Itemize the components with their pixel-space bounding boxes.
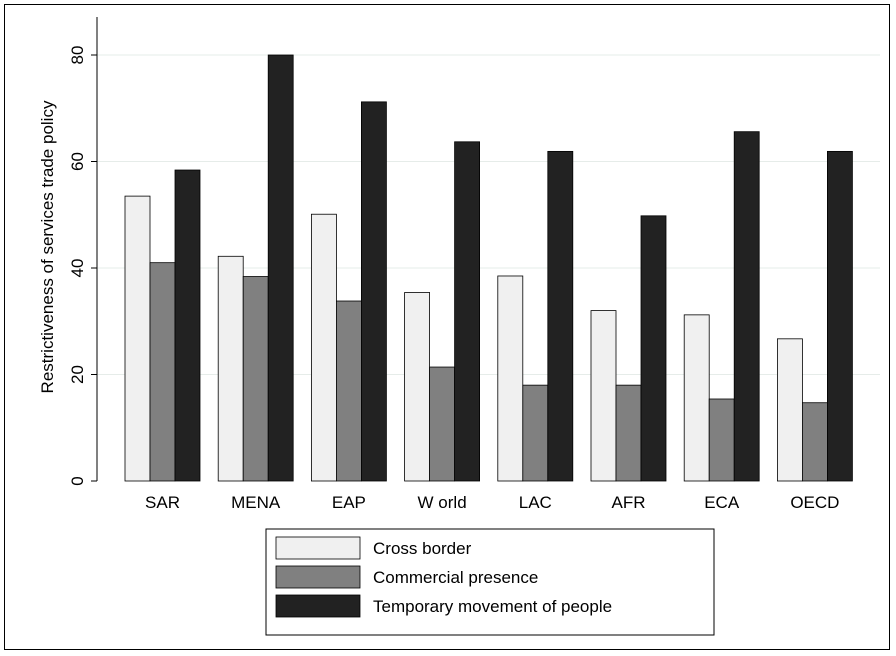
bar-cross-border bbox=[310, 213, 337, 482]
bar-cross-border bbox=[497, 275, 524, 482]
bar-cross-border bbox=[777, 338, 803, 482]
bar-commercial-presence bbox=[708, 398, 735, 482]
x-tick-label: OECD bbox=[790, 493, 839, 512]
x-tick-label: SAR bbox=[145, 493, 180, 512]
bar-commercial-presence bbox=[429, 366, 456, 482]
bar-commercial-presence bbox=[615, 384, 642, 482]
bar-cross-border bbox=[404, 292, 431, 482]
legend: Cross border Commercial presence Temporary… bbox=[265, 528, 715, 636]
chart-canvas: Restrictiveness of services trade policy… bbox=[38, 17, 880, 636]
legend-label: Temporary movement of people bbox=[373, 597, 612, 616]
legend-label: Commercial presence bbox=[373, 568, 538, 587]
bar-cross-border bbox=[683, 314, 710, 482]
bar-cross-border bbox=[590, 310, 617, 482]
y-tick-label: 40 bbox=[68, 259, 87, 278]
legend-swatch bbox=[275, 536, 361, 560]
bar-temporary-movement-of-people bbox=[640, 215, 667, 482]
x-tick-label: LAC bbox=[519, 493, 552, 512]
axes bbox=[91, 17, 98, 482]
bar-temporary-movement-of-people bbox=[454, 141, 481, 482]
bar-commercial-presence bbox=[522, 384, 549, 482]
x-tick-label: AFR bbox=[612, 493, 646, 512]
x-tick-label: ECA bbox=[704, 493, 740, 512]
y-tick-label: 80 bbox=[68, 46, 87, 65]
bar-temporary-movement-of-people bbox=[733, 131, 760, 482]
bar-temporary-movement-of-people bbox=[827, 150, 853, 482]
y-tick-labels: 0 20 40 60 80 bbox=[68, 46, 87, 486]
bar-cross-border bbox=[124, 195, 151, 482]
bar-commercial-presence bbox=[242, 276, 269, 482]
y-tick-label: 20 bbox=[68, 365, 87, 384]
bar-temporary-movement-of-people bbox=[547, 150, 574, 482]
y-tick-label: 60 bbox=[68, 152, 87, 171]
x-tick-label: EAP bbox=[332, 493, 366, 512]
chart-frame: Restrictiveness of services trade policy… bbox=[4, 4, 890, 650]
legend-label: Cross border bbox=[373, 539, 472, 558]
bar-temporary-movement-of-people bbox=[174, 169, 201, 482]
bar-temporary-movement-of-people bbox=[267, 54, 294, 482]
x-tick-label: W orld bbox=[418, 493, 467, 512]
bar-cross-border bbox=[217, 255, 244, 482]
legend-swatch bbox=[275, 594, 361, 618]
y-tick-label: 0 bbox=[68, 476, 87, 485]
plot-area bbox=[97, 17, 880, 485]
bar-commercial-presence bbox=[802, 402, 828, 482]
bar-commercial-presence bbox=[335, 300, 362, 482]
bar-temporary-movement-of-people bbox=[360, 101, 387, 482]
x-tick-label: MENA bbox=[231, 493, 281, 512]
y-axis-label: Restrictiveness of services trade policy bbox=[38, 100, 57, 393]
bar-commercial-presence bbox=[149, 262, 176, 482]
bars bbox=[124, 54, 853, 482]
legend-swatch bbox=[275, 565, 361, 589]
x-tick-labels: SAR MENA EAP W orld LAC AFR ECA OECD bbox=[145, 493, 839, 512]
